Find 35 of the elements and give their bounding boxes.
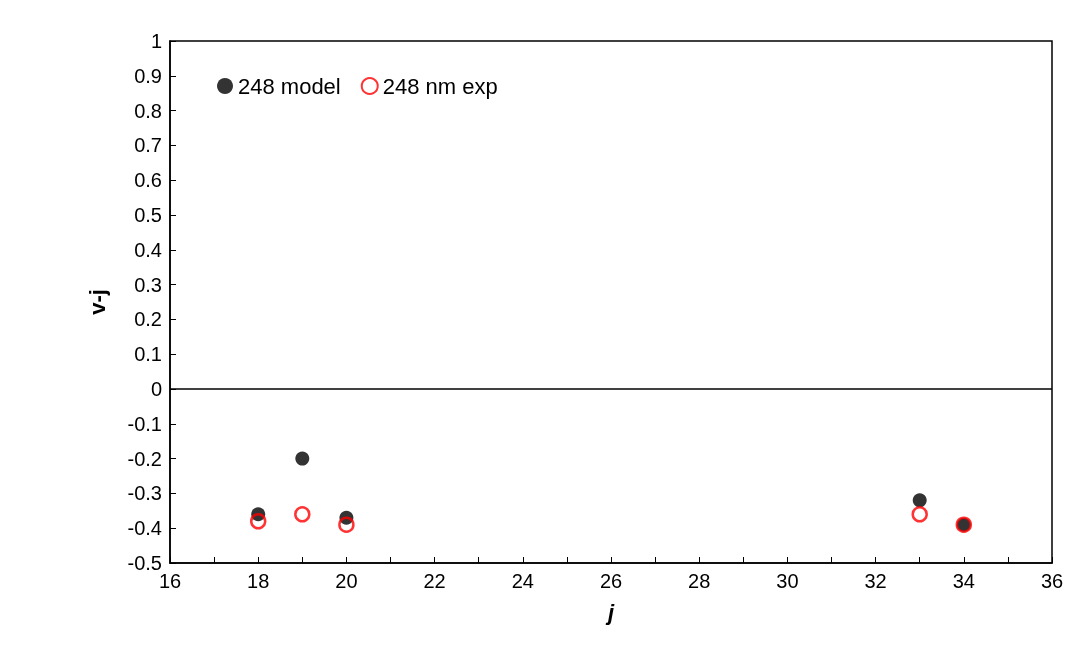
y-axis-title: v-j <box>84 289 110 315</box>
y-tick-label: -0.1 <box>127 412 162 435</box>
y-tick-label: 0.3 <box>134 273 162 296</box>
y-tick-label: 0.2 <box>134 308 162 331</box>
x-tick-label: 18 <box>247 570 270 592</box>
y-tick-label: 0.6 <box>134 169 162 192</box>
x-tick-label: 26 <box>599 570 623 592</box>
y-tick-label: -0.3 <box>127 482 162 505</box>
y-tick-label: 0.5 <box>134 204 162 226</box>
y-tick-label: 0.9 <box>134 64 162 87</box>
legend-label: 248 nm exp <box>382 73 498 99</box>
y-tick-label: 1 <box>150 30 162 52</box>
point <box>912 493 927 508</box>
legend-label: 248 model <box>238 73 341 99</box>
y-tick-label: 0.1 <box>134 343 162 366</box>
point <box>295 451 310 466</box>
point <box>911 506 928 523</box>
point <box>249 512 267 530</box>
x-axis-title: j <box>604 599 615 625</box>
x-tick-label: 36 <box>1040 570 1064 592</box>
x-tick-label: 28 <box>688 570 711 592</box>
y-tick-label: 0.8 <box>134 99 162 122</box>
point <box>294 506 311 523</box>
y-tick-label: -0.4 <box>127 517 162 540</box>
x-tick-label: 22 <box>423 570 446 592</box>
x-tick-label: 24 <box>511 570 534 592</box>
point <box>338 516 355 533</box>
y-tick-label: 0.7 <box>134 134 162 157</box>
y-tick-label: 0 <box>150 378 162 400</box>
y-tick-label: 0.4 <box>134 238 162 261</box>
x-tick-label: 32 <box>864 570 887 592</box>
x-tick-label: 34 <box>952 570 975 592</box>
x-tick-label: 20 <box>335 570 358 592</box>
y-tick-label: -0.2 <box>127 447 162 470</box>
x-tick-label: 30 <box>776 570 799 592</box>
